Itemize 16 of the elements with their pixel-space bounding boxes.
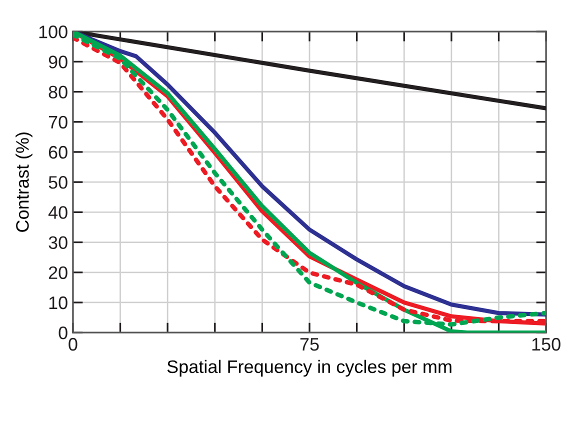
y-tick-label: 0 bbox=[58, 326, 68, 340]
y-tick-label: 60 bbox=[48, 146, 68, 159]
y-tick-label: 80 bbox=[48, 86, 68, 98]
x-tick-label: 0 bbox=[68, 338, 78, 351]
x-tick-label: 75 bbox=[300, 338, 319, 351]
y-tick-label: 70 bbox=[48, 116, 68, 129]
y-tick-label: 50 bbox=[48, 176, 68, 189]
y-tick-label: 40 bbox=[48, 206, 68, 219]
x-axis-title: Spatial Frequency in cycles per mm bbox=[167, 360, 452, 377]
y-tick-label: 90 bbox=[48, 56, 68, 68]
y-tick-label: 30 bbox=[48, 236, 68, 250]
y-axis-title: Contrast (%) bbox=[16, 132, 32, 232]
x-tick-label: 150 bbox=[532, 338, 560, 351]
y-tick-label: 20 bbox=[48, 266, 68, 280]
y-tick-label: 10 bbox=[49, 296, 68, 310]
y-tick-label: 100 bbox=[39, 26, 68, 38]
